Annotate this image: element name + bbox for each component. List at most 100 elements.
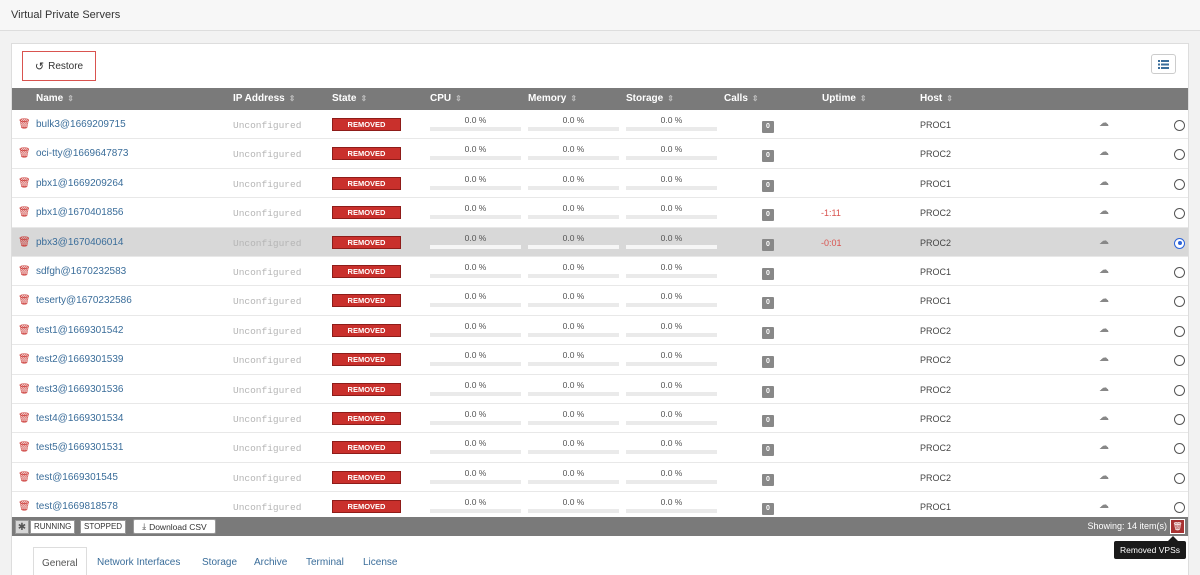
row-select-radio[interactable] (1174, 502, 1185, 514)
vps-name-link[interactable]: pbx1@1669209264 (36, 177, 124, 189)
table-row[interactable]: 🗑 test3@1669301536 Unconfigured REMOVED 0.0 … (12, 374, 1188, 404)
cloud-upload-icon[interactable]: ☁ (1099, 265, 1109, 276)
vps-name-link[interactable]: test4@1669301534 (36, 413, 124, 424)
delete-icon[interactable]: 🗑 (18, 177, 31, 189)
delete-icon[interactable]: 🗑 (18, 383, 31, 395)
delete-icon[interactable]: 🗑 (18, 295, 31, 307)
row-select-radio[interactable] (1174, 296, 1185, 308)
restore-button-label: Restore (48, 60, 84, 72)
vps-name-link[interactable]: teserty@1670232586 (36, 295, 132, 307)
delete-icon[interactable]: 🗑 (18, 354, 31, 366)
vps-name-link[interactable]: test5@1669301531 (36, 442, 124, 454)
col-calls-header[interactable]: Calls ⇕ (724, 93, 759, 104)
row-select-radio[interactable] (1174, 384, 1185, 396)
delete-icon[interactable]: 🗑 (18, 207, 31, 219)
table-row[interactable]: 🗑 pbx1@1669209264 Unconfigured REMOVED 0.0 %… (12, 168, 1188, 199)
row-select-radio[interactable] (1174, 120, 1185, 131)
row-select-radio[interactable] (1174, 355, 1185, 367)
cloud-upload-icon[interactable]: ☁ (1099, 470, 1109, 482)
table-row[interactable]: 🗑 teserty@1670232586 Unconfigured REMOVED 0.… (12, 286, 1188, 316)
tab-network-interfaces[interactable]: Network Interfaces (97, 557, 181, 568)
row-select-radio[interactable] (1174, 267, 1185, 278)
col-cpu-header[interactable]: CPU ⇕ (430, 93, 462, 104)
cpu-usage: 0.0 % (430, 321, 521, 337)
delete-icon[interactable]: 🗑 (18, 413, 31, 424)
table-row[interactable]: 🗑 test2@1669301539 Unconfigured REMOVED 0.0 … (12, 345, 1188, 375)
vps-name-link[interactable]: test@1669818578 (36, 501, 118, 513)
vps-name-link[interactable]: sdfgh@1670232583 (36, 266, 127, 277)
storage-bar (626, 362, 717, 367)
table-row[interactable]: 🗑 sdfgh@1670232583 Unconfigured REMOVED 0.0 … (12, 257, 1188, 287)
table-row[interactable]: 🗑 oci-tty@1669647873 Unconfigured REMOVED 0.… (12, 139, 1188, 169)
cloud-upload-icon[interactable]: ☁ (1099, 353, 1109, 365)
delete-icon[interactable]: 🗑 (18, 471, 31, 483)
cloud-upload-icon[interactable]: ☁ (1099, 412, 1109, 423)
table-row[interactable]: 🗑 pbx3@1670406014 Unconfigured REMOVED 0.0 %… (12, 227, 1188, 257)
delete-icon[interactable]: 🗑 (18, 501, 31, 513)
cloud-upload-icon[interactable]: ☁ (1099, 118, 1109, 129)
vps-name-link[interactable]: test3@1669301536 (36, 383, 124, 395)
table-row[interactable]: 🗑 test1@1669301542 Unconfigured REMOVED 0.0 … (12, 315, 1188, 346)
delete-icon[interactable]: 🗑 (18, 266, 31, 277)
table-row[interactable]: 🗑 test@1669301545 Unconfigured REMOVED 0.0 %… (12, 462, 1188, 493)
vps-name-link[interactable]: test1@1669301542 (36, 324, 124, 336)
col-memory-header[interactable]: Memory ⇕ (528, 93, 577, 104)
host-name: PROC1 (920, 267, 952, 277)
removed-vps-button[interactable]: 🗑 (1170, 519, 1185, 534)
memory-bar (528, 244, 619, 249)
filter-stopped-button[interactable]: STOPPED (80, 520, 127, 534)
vps-name-link[interactable]: oci-tty@1669647873 (36, 148, 129, 160)
vps-name-link[interactable]: test@1669301545 (36, 471, 118, 483)
table-row[interactable]: 🗑 test4@1669301534 Unconfigured REMOVED 0.0 … (12, 404, 1188, 434)
row-select-radio[interactable] (1174, 178, 1185, 190)
row-select-radio[interactable] (1174, 325, 1185, 337)
table-row[interactable]: 🗑 test5@1669301531 Unconfigured REMOVED 0.0 … (12, 433, 1188, 463)
table-row[interactable]: 🗑 test@1669818578 Unconfigured REMOVED 0.0 %… (12, 492, 1188, 517)
row-select-radio[interactable] (1174, 443, 1185, 455)
cloud-upload-icon[interactable]: ☁ (1099, 441, 1109, 453)
col-state-header[interactable]: State ⇕ (332, 93, 367, 104)
delete-icon[interactable]: 🗑 (18, 442, 31, 454)
tab-storage[interactable]: Storage (202, 557, 238, 568)
cloud-upload-icon[interactable]: ☁ (1099, 176, 1109, 188)
asterisk-filter-button[interactable]: ✱ (15, 520, 29, 534)
row-select-radio[interactable] (1174, 149, 1185, 161)
delete-icon[interactable]: 🗑 (18, 324, 31, 336)
row-select-radio[interactable] (1174, 208, 1185, 220)
tab-terminal[interactable]: Terminal (306, 557, 344, 568)
cloud-upload-icon[interactable]: ☁ (1099, 500, 1109, 512)
vps-name-link[interactable]: pbx1@1670401856 (36, 207, 124, 219)
cloud-upload-icon[interactable]: ☁ (1099, 323, 1109, 335)
download-csv-button[interactable]: ⤓ Download CSV (133, 519, 216, 534)
restore-button[interactable]: ↺ Restore (22, 51, 96, 81)
cloud-upload-icon[interactable]: ☁ (1099, 382, 1109, 394)
ip-address: Unconfigured (233, 178, 302, 190)
tab-general[interactable]: General (33, 547, 87, 575)
col-uptime-header[interactable]: Uptime ⇕ (822, 93, 867, 104)
row-select-radio[interactable] (1174, 472, 1185, 484)
delete-icon[interactable]: 🗑 (18, 119, 31, 130)
table-row[interactable]: 🗑 bulk3@1669209715 Unconfigured REMOVED 0.0 … (12, 110, 1188, 140)
col-name-header[interactable]: Name ⇕ (36, 93, 74, 104)
list-view-button[interactable] (1151, 54, 1176, 74)
tab-license[interactable]: License (363, 557, 398, 568)
cpu-usage: 0.0 % (430, 497, 521, 514)
delete-icon[interactable]: 🗑 (18, 236, 31, 248)
vps-name-link[interactable]: bulk3@1669209715 (36, 119, 126, 130)
col-host-header[interactable]: Host ⇕ (920, 93, 953, 104)
vps-name-link[interactable]: pbx3@1670406014 (36, 236, 124, 248)
filter-running-button[interactable]: RUNNING (30, 520, 76, 534)
table-row[interactable]: 🗑 pbx1@1670401856 Unconfigured REMOVED 0.0 %… (12, 198, 1188, 228)
cloud-upload-icon[interactable]: ☁ (1099, 294, 1109, 306)
col-storage-header[interactable]: Storage ⇕ (626, 93, 674, 104)
row-select-radio[interactable] (1174, 237, 1185, 249)
col-ip-address-header[interactable]: IP Address ⇕ (233, 93, 295, 104)
cloud-upload-icon[interactable]: ☁ (1099, 206, 1109, 218)
vps-name-link[interactable]: test2@1669301539 (36, 354, 124, 366)
cloud-upload-icon[interactable]: ☁ (1099, 235, 1109, 247)
row-select-radio[interactable] (1174, 414, 1185, 425)
delete-icon[interactable]: 🗑 (18, 148, 31, 160)
storage-percent: 0.0 % (660, 115, 683, 125)
tab-archive[interactable]: Archive (254, 557, 288, 568)
cloud-upload-icon[interactable]: ☁ (1099, 147, 1109, 159)
